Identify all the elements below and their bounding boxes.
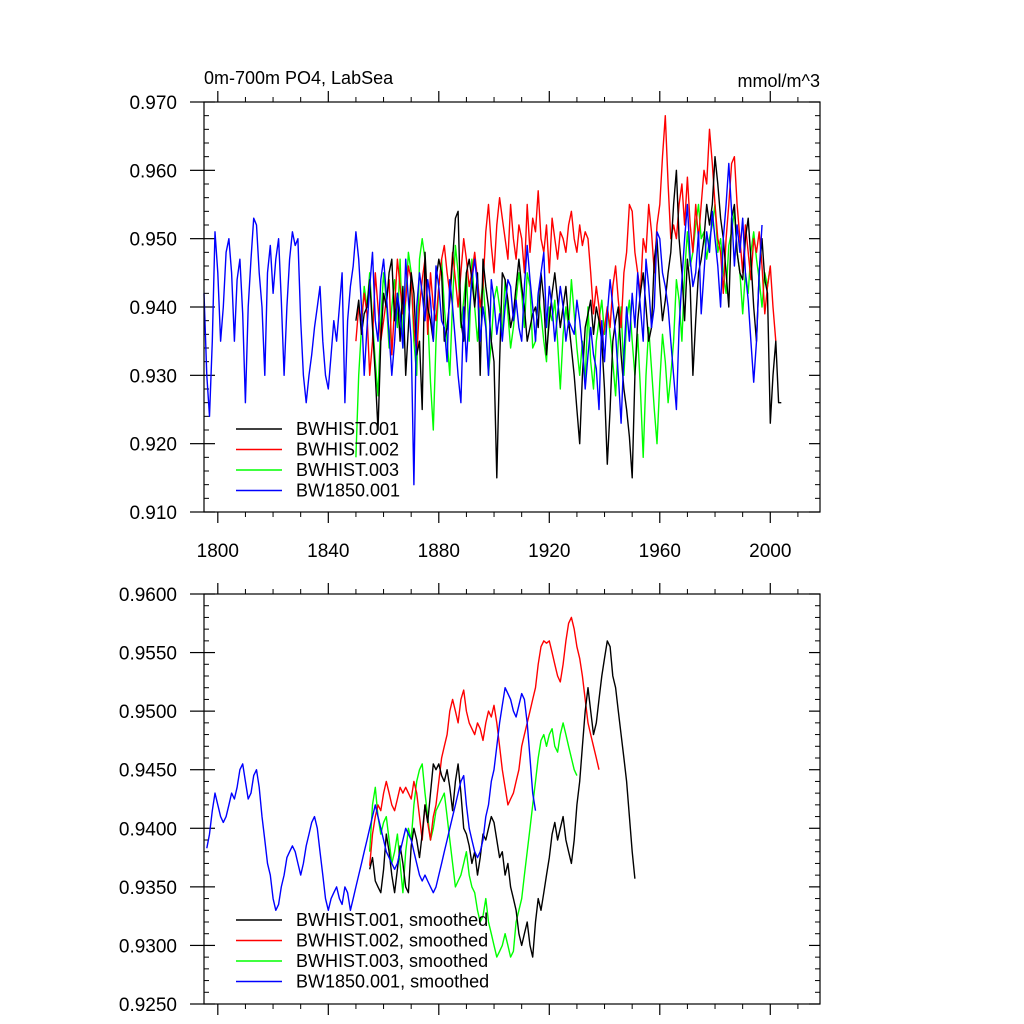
top-panel-units: mmol/m^3	[738, 71, 820, 91]
y-tick-label: 0.950	[129, 230, 177, 251]
y-tick-label: 0.9500	[119, 702, 177, 723]
y-tick-label: 0.9600	[119, 585, 177, 606]
legend-label: BWHIST.001, smoothed	[296, 910, 488, 930]
y-tick-label: 0.9250	[119, 995, 177, 1016]
bottom-panel-ticks: 0.9250 0.9300 0.9350 0.9400 0.9450 0.9500 0.95…	[119, 583, 820, 1016]
y-tick-label: 0.9450	[119, 761, 177, 782]
bottom-panel-frame	[203, 593, 821, 1005]
y-tick-label: 0.9350	[119, 878, 177, 899]
y-tick-label: 0.970	[129, 93, 177, 114]
legend-label: BW1850.001	[296, 481, 400, 501]
top-panel: 0m-700m PO4, LabSea mmol/m^3 0.9100.9200…	[129, 68, 821, 562]
top-panel-ticks: 0.910 0.920 0.930 0.940 0.950 0.960 0.970 1800 1…	[129, 91, 820, 562]
series-line-bwhist-002	[369, 616, 600, 866]
y-tick-label: 0.920	[129, 435, 177, 456]
x-tick-label: 2000	[749, 541, 791, 562]
legend-label: BW1850.001, smoothed	[296, 972, 489, 992]
legend-label: BWHIST.001	[296, 419, 399, 439]
y-tick-label: 0.940	[129, 298, 177, 319]
series-line-bwhist-001	[369, 640, 636, 958]
y-tick-label: 0.910	[129, 503, 177, 524]
legend-label: BWHIST.003	[296, 460, 399, 480]
top-panel-frame	[203, 101, 821, 513]
bottom-panel: 0.9250 0.9300 0.9350 0.9400 0.9450 0.9500 0.95…	[119, 583, 821, 1016]
y-tick-label: 0.9400	[119, 819, 177, 840]
x-tick-label: 1880	[418, 541, 460, 562]
y-tick-label: 0.960	[129, 161, 177, 182]
top-panel-series	[203, 114, 782, 486]
series-line-bw1850-001	[203, 162, 763, 486]
legend-label: BWHIST.002, smoothed	[296, 931, 488, 951]
series-line-bw1850-001	[206, 687, 537, 911]
legend-label: BWHIST.003, smoothed	[296, 951, 488, 971]
bottom-panel-series	[206, 616, 636, 958]
x-tick-label: 1840	[307, 541, 349, 562]
x-tick-label: 1800	[197, 541, 239, 562]
x-tick-label: 1960	[639, 541, 681, 562]
y-tick-label: 0.9300	[119, 936, 177, 957]
y-tick-label: 0.930	[129, 366, 177, 387]
y-tick-label: 0.9550	[119, 644, 177, 665]
x-tick-label: 1920	[528, 541, 570, 562]
top-panel-title: 0m-700m PO4, LabSea	[204, 68, 394, 88]
legend-label: BWHIST.002	[296, 440, 399, 460]
